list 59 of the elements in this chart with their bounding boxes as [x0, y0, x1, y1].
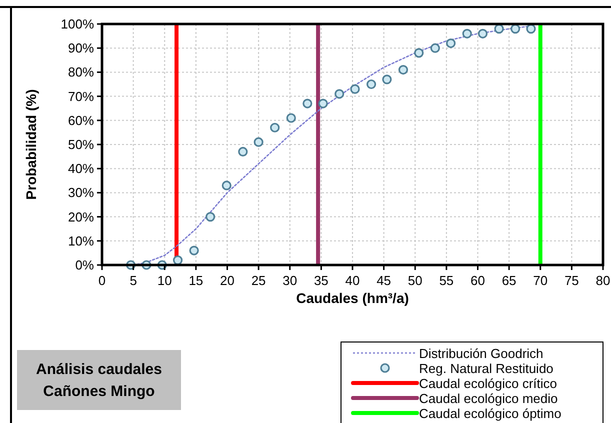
- y-tick-label: 70%: [68, 88, 94, 104]
- y-tick-label: 60%: [68, 112, 94, 128]
- point: [478, 28, 488, 38]
- x-tick-label: 40: [345, 273, 360, 288]
- point: [189, 246, 199, 256]
- point: [430, 43, 440, 53]
- x-tick-label: 50: [408, 273, 422, 288]
- x-tick-label: 5: [130, 273, 137, 288]
- point: [398, 64, 408, 75]
- x-tick-label: 65: [502, 273, 516, 288]
- y-tick-label: 20%: [68, 209, 94, 224]
- point: [254, 137, 264, 147]
- x-tick-label: 10: [157, 273, 172, 288]
- point: [414, 48, 424, 58]
- legend-label: Reg. Natural Restituido: [419, 361, 554, 376]
- x-tick-label: 45: [376, 273, 392, 288]
- x-tick-label: 25: [251, 273, 266, 288]
- x-tick-label: 55: [439, 273, 454, 288]
- text: Análisis caudales Cañones Mingo: [36, 361, 162, 400]
- x-tick-label: 70: [533, 273, 548, 288]
- point: [350, 84, 360, 94]
- x-tick-label: 35: [314, 273, 328, 288]
- point: [302, 98, 312, 108]
- y-tick-label: 90%: [68, 40, 94, 56]
- x-tick-label: 20: [220, 273, 234, 288]
- point: [462, 28, 472, 38]
- x-tick-label: 75: [564, 273, 579, 288]
- point: [222, 180, 232, 190]
- y-tick-label: 0%: [75, 258, 94, 272]
- legend-label: Caudal ecológico medio: [419, 391, 558, 406]
- x-tick-label: 15: [188, 273, 204, 288]
- y-tick-label: 40%: [68, 161, 94, 176]
- point: [334, 89, 344, 99]
- point: [318, 98, 328, 108]
- y-tick-label: 80%: [68, 64, 94, 80]
- point: [206, 212, 216, 222]
- legend-label: Caudal ecológico crítico: [419, 376, 558, 391]
- point: [446, 38, 456, 48]
- x-tick-label: 30: [282, 273, 298, 288]
- y-tick-label: 100%: [60, 16, 94, 32]
- legend-label: Distribución Goodrich: [419, 346, 544, 361]
- y-tick-label: 10%: [68, 233, 94, 248]
- x-tick-label: 0: [98, 273, 106, 288]
- y-tick-label: 50%: [68, 137, 94, 152]
- point: [510, 24, 520, 34]
- x-axis-title: Caudales (hm³/a): [296, 290, 409, 306]
- x-tick-label: 80: [596, 273, 610, 288]
- y-tick-label: 30%: [68, 185, 94, 200]
- x-tick-label: 60: [470, 273, 485, 288]
- point: [172, 255, 183, 265]
- point: [238, 146, 248, 157]
- point: [286, 113, 296, 123]
- y-axis-title: Probabilidad (%): [23, 89, 39, 200]
- point: [494, 24, 504, 34]
- legend-label: Caudal ecológico óptimo: [419, 406, 562, 421]
- point: [270, 122, 280, 132]
- point: [382, 74, 392, 84]
- point: [366, 79, 376, 90]
- point: [526, 24, 536, 34]
